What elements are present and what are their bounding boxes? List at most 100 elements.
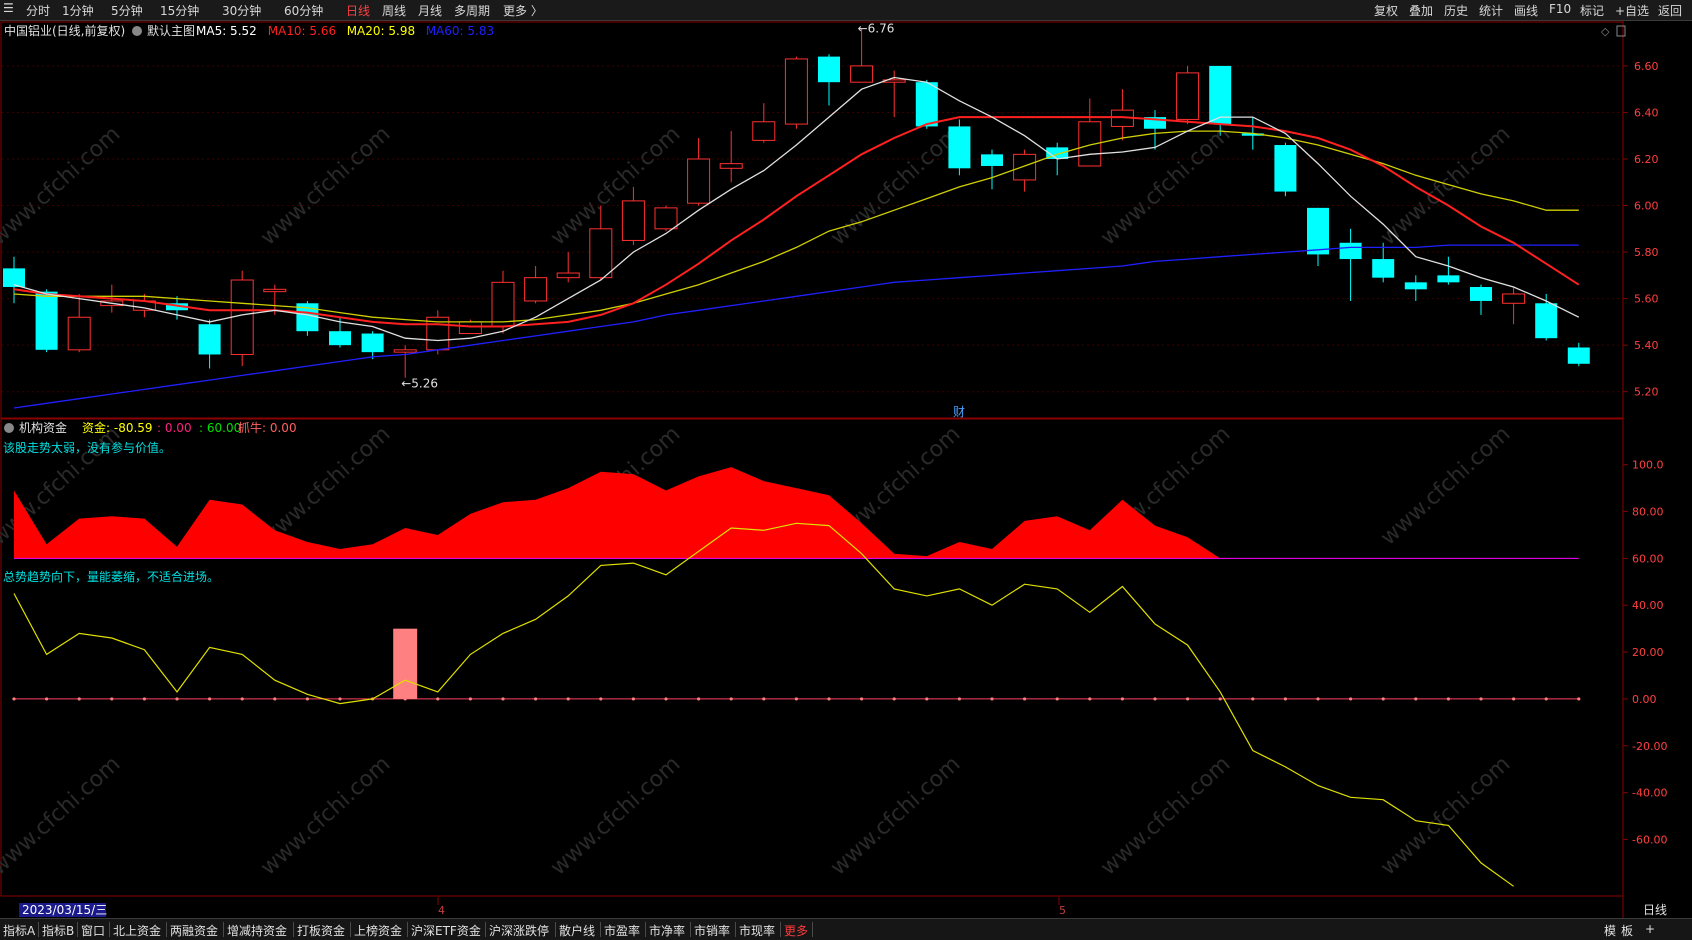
watermark-text: www.cfchi.com (1376, 752, 1515, 881)
main-y-label: 5.20 (1634, 386, 1659, 399)
watermark-text: www.cfchi.com (1096, 752, 1235, 881)
menu-icon[interactable]: ☰ (3, 1, 14, 15)
bottom-tab-10[interactable]: 散户线 (559, 924, 596, 938)
bottom-tab-7[interactable]: 上榜资金 (354, 924, 403, 938)
main-y-label: 6.20 (1634, 153, 1659, 166)
period-tab-9[interactable]: 多周期 (454, 4, 491, 18)
candle-body (230, 279, 254, 355)
candle-body (67, 316, 91, 351)
bottom-right-button-0[interactable]: 模 (1604, 924, 1617, 938)
candle-body (524, 277, 548, 302)
period-toolbar: ☰ 分时 1分钟 5分钟 15分钟 30分钟 60分钟 日线 周线 月线 多周期 更多 〉 复权 叠加… (0, 0, 1692, 21)
tab-separator (645, 922, 646, 937)
main-y-label: 6.00 (1634, 200, 1659, 213)
zero-dot (208, 697, 212, 701)
bottom-tab-15[interactable]: 更多 (784, 924, 809, 938)
candle-body (621, 200, 645, 241)
zero-dot (110, 697, 114, 701)
bottom-tab-8[interactable]: 沪深ETF资金 (411, 924, 481, 938)
fund-value: 资金: -80.59 (82, 420, 153, 435)
period-tab-5[interactable]: 60分钟 (284, 4, 324, 18)
zero-dot (45, 697, 49, 701)
candle-body (1274, 145, 1297, 192)
bottom-tab-14[interactable]: 市现率 (739, 924, 776, 938)
watermark-text: www.cfchi.com (1096, 122, 1235, 251)
bottom-tab-9[interactable]: 沪深涨跌停 (489, 924, 550, 938)
period-tab-6[interactable]: 日线 (346, 4, 371, 18)
finance-event-marker[interactable]: 财 (953, 405, 965, 419)
candle-body (263, 288, 287, 293)
template-label[interactable]: 默认主图 (147, 23, 195, 38)
value2: : 0.00 (157, 421, 192, 435)
candle-body (1404, 282, 1427, 290)
zero-dot (77, 697, 81, 701)
candle-body (784, 58, 808, 125)
bottom-right-button-1[interactable]: 板 (1621, 924, 1634, 938)
bottom-tab-5[interactable]: 增减持资金 (227, 924, 288, 938)
bottom-tab-3[interactable]: 北上资金 (113, 924, 162, 938)
bottom-tab-13[interactable]: 市销率 (694, 924, 731, 938)
template-toggle-icon[interactable] (132, 26, 142, 36)
bottom-right-button-2[interactable]: + (1645, 922, 1656, 936)
candle-body (393, 349, 417, 353)
period-tab-3[interactable]: 15分钟 (160, 4, 200, 18)
date-cursor-label: 2023/03/15/三 (22, 903, 107, 917)
bottom-tab-2[interactable]: 窗口 (81, 924, 106, 938)
ma20-line (13, 130, 1579, 323)
bottom-tab-0[interactable]: 指标A (3, 924, 36, 938)
grab-bull-value: 抓牛: 0.00 (238, 420, 297, 435)
action-button-3[interactable]: 统计 (1479, 4, 1504, 18)
collapse-icon[interactable]: ◇ (1601, 25, 1610, 38)
chart-area: www.cfchi.com www.cfchi.com www.cfchi.com w… (0, 21, 1667, 918)
action-button-0[interactable]: 复权 (1374, 4, 1399, 18)
zero-dot (1153, 697, 1157, 701)
ind-y-label: -40.00 (1632, 787, 1667, 800)
zero-dot (534, 697, 538, 701)
zero-dot (664, 697, 668, 701)
candle-body (1176, 72, 1200, 120)
bottom-tab-4[interactable]: 两融资金 (170, 924, 219, 938)
zero-dot (1316, 697, 1320, 701)
period-tab-1[interactable]: 1分钟 (62, 4, 94, 18)
zero-dot (1544, 697, 1548, 701)
action-button-7[interactable]: +自选 (1615, 4, 1650, 18)
period-tab-7[interactable]: 周线 (382, 4, 407, 18)
action-button-6[interactable]: 标记 (1580, 4, 1605, 18)
zero-dot (1055, 697, 1059, 701)
action-button-2[interactable]: 历史 (1444, 4, 1469, 18)
bottom-tab-1[interactable]: 指标B (42, 924, 75, 938)
indicator-toggle-icon[interactable] (4, 423, 14, 433)
period-tab-2[interactable]: 5分钟 (111, 4, 143, 18)
action-button-8[interactable]: 返回 (1658, 4, 1683, 18)
expand-icon[interactable] (1616, 25, 1626, 37)
candle-body (1502, 293, 1526, 304)
candle-body (1535, 303, 1558, 339)
ma-legend-item-3: MA60: 5.83 (426, 24, 494, 38)
period-tab-10[interactable]: 更多 〉 (503, 4, 543, 18)
action-button-1[interactable]: 叠加 (1409, 4, 1434, 18)
zero-dot (827, 697, 831, 701)
indicator-name[interactable]: 机构资金 (19, 420, 67, 435)
candle-body (491, 281, 515, 328)
bottom-tab-6[interactable]: 打板资金 (297, 924, 346, 938)
candle-body (1209, 65, 1232, 125)
period-tab-4[interactable]: 30分钟 (222, 4, 262, 18)
period-label[interactable]: 日线 (1643, 903, 1667, 917)
zero-dot (1349, 697, 1353, 701)
action-button-4[interactable]: 画线 (1514, 4, 1539, 18)
period-tab-0[interactable]: 分时 (26, 4, 51, 18)
bottom-tab-12[interactable]: 市净率 (649, 924, 686, 938)
candle-body (948, 126, 971, 169)
action-button-5[interactable]: F10 (1549, 2, 1572, 16)
watermark-text: www.cfchi.com (1376, 122, 1515, 251)
indicator-comment-2: 总势趋势向下，量能萎缩，不适合进场。 (3, 569, 219, 584)
tab-separator (77, 922, 78, 937)
candle-body (1013, 153, 1037, 181)
watermark-text: www.cfchi.com (256, 752, 395, 881)
zero-dot (1381, 697, 1385, 701)
bottom-tab-11[interactable]: 市盈率 (604, 924, 641, 938)
candle-body (458, 321, 482, 335)
fund-area (14, 467, 1579, 559)
period-tab-8[interactable]: 月线 (418, 4, 443, 18)
ma-legend-item-0: MA5: 5.52 (196, 24, 257, 38)
